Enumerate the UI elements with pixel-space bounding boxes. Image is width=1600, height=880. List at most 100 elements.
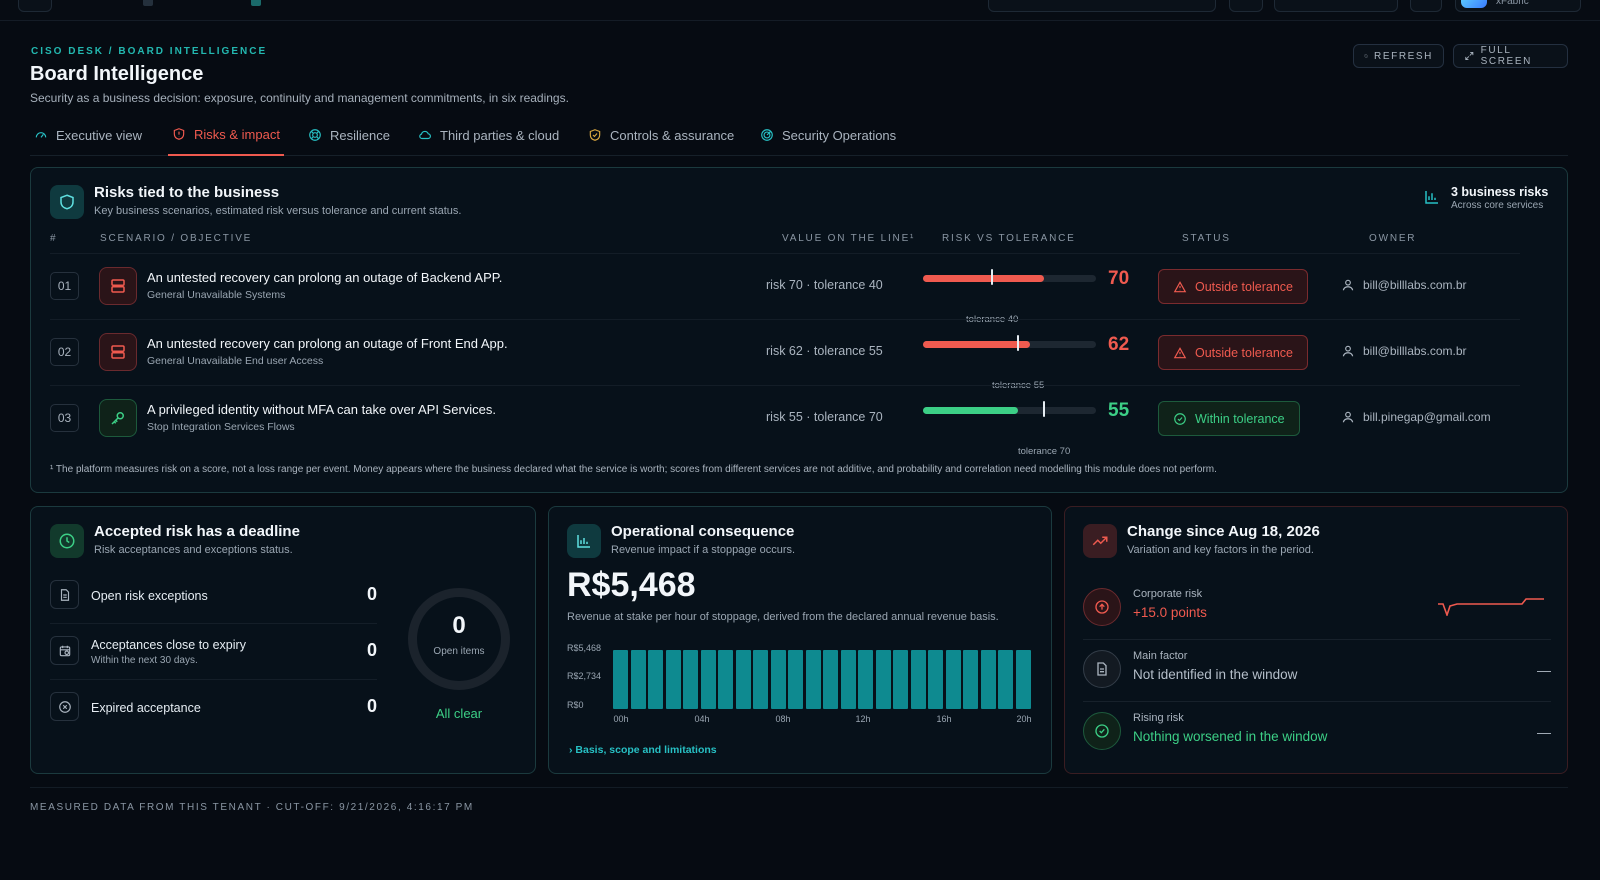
- x-tick-label: 04h: [694, 714, 710, 724]
- tenant-select[interactable]: [1274, 0, 1398, 12]
- owner[interactable]: bill@billlabs.com.br: [1341, 344, 1467, 358]
- list-item[interactable]: Acceptances close to expiry Within the n…: [50, 624, 377, 680]
- operational-icon-box: [567, 524, 601, 558]
- chart-bar: [998, 650, 1013, 709]
- tab-security-operations[interactable]: Security Operations: [760, 120, 896, 156]
- status-label: Outside tolerance: [1195, 279, 1293, 294]
- status-label: Outside tolerance: [1195, 345, 1293, 360]
- x-tick-label: 08h: [775, 714, 791, 724]
- fullscreen-button[interactable]: FULL SCREEN: [1453, 44, 1568, 68]
- shield-check-icon: [589, 129, 601, 141]
- tab-controls-assurance[interactable]: Controls & assurance: [588, 120, 734, 156]
- y-tick-label: R$2,734: [567, 671, 602, 681]
- risks-count-sub: Across core services: [1451, 200, 1544, 211]
- lifebuoy-icon: [309, 129, 321, 141]
- risks-subtitle: Key business scenarios, estimated risk v…: [94, 205, 462, 217]
- risk-score: 70: [1108, 268, 1130, 289]
- risk-fill: [923, 275, 1045, 282]
- scenario-title: An untested recovery can prolong an outa…: [147, 336, 508, 351]
- risk-tolerance-bar: tolerance 40: [923, 269, 1096, 325]
- column-header: #: [50, 233, 58, 244]
- acc-label: Expired acceptance: [91, 701, 201, 715]
- list-item: Main factor Not identified in the window…: [1083, 640, 1551, 702]
- status-label: Within tolerance: [1195, 411, 1285, 426]
- shield-icon: [60, 194, 74, 210]
- chart-bar: [735, 650, 751, 709]
- change-label: Main factor: [1133, 650, 1188, 662]
- tab-resilience[interactable]: Resilience: [308, 120, 390, 156]
- column-header: VALUE ON THE LINE¹: [782, 233, 916, 244]
- chart-bar: [945, 650, 961, 709]
- column-header: RISK VS TOLERANCE: [942, 233, 1076, 244]
- owner[interactable]: bill.pinegap@gmail.com: [1341, 410, 1491, 424]
- tolerance-marker: [1043, 401, 1046, 417]
- tab-label: Controls & assurance: [610, 127, 735, 143]
- acc-label: Acceptances close to expiry: [91, 638, 246, 652]
- tab-label: Third parties & cloud: [440, 127, 560, 143]
- tolerance-marker: [991, 269, 994, 285]
- chart-bar: [718, 650, 733, 709]
- chart-bar: [893, 650, 908, 709]
- owner-email: bill@billlabs.com.br: [1363, 278, 1467, 292]
- x-tick-label: 16h: [936, 714, 952, 724]
- history-button[interactable]: [1229, 0, 1263, 12]
- page-subtitle: Security as a business decision: exposur…: [30, 91, 569, 105]
- server-icon: [99, 267, 137, 305]
- table-row[interactable]: 02 An untested recovery can prolong an ou…: [50, 319, 1520, 391]
- owner-email: bill.pinegap@gmail.com: [1363, 410, 1491, 424]
- list-item[interactable]: Open risk exceptions 0: [50, 568, 377, 624]
- chart-bar: [753, 650, 768, 709]
- status-badge: Outside tolerance: [1158, 335, 1308, 370]
- scenario-title: A privileged identity without MFA can ta…: [147, 402, 497, 417]
- refresh-label: REFRESH: [1374, 50, 1433, 62]
- tab-risks-impact[interactable]: Risks & impact: [168, 120, 284, 156]
- gauge-icon: [35, 132, 47, 138]
- shield-alert-icon: [173, 128, 185, 140]
- tab-label: Resilience: [330, 127, 390, 143]
- list-item: Corporate risk +15.0 points: [1083, 578, 1551, 640]
- acc-label: Open risk exceptions: [91, 589, 208, 603]
- menu-button[interactable]: [18, 0, 52, 12]
- change-value: +15.0 points: [1133, 605, 1207, 620]
- refresh-button[interactable]: REFRESH: [1353, 44, 1444, 68]
- acc-value: 0: [366, 640, 377, 660]
- chart-bar: [788, 650, 803, 709]
- tab-third-parties-cloud[interactable]: Third parties & cloud: [418, 120, 559, 156]
- change-title: Change since Aug 18, 2026: [1127, 523, 1320, 540]
- nav-tab-icon[interactable]: [251, 0, 261, 6]
- avatar[interactable]: [1461, 0, 1487, 8]
- check-circle-icon: [1174, 412, 1186, 425]
- table-row[interactable]: 01 An untested recovery can prolong an ou…: [50, 253, 1520, 325]
- cloud-icon: [419, 130, 431, 140]
- alert-triangle-icon: [1173, 280, 1187, 292]
- radar-icon: [761, 129, 773, 141]
- clock-icon: [59, 533, 75, 549]
- key-icon: [99, 399, 137, 437]
- check-circle-icon: [1083, 712, 1121, 750]
- ring-label: Open items: [433, 646, 485, 657]
- risks-card-icon-box: [50, 185, 84, 219]
- user-icon: [1342, 411, 1354, 423]
- table-row[interactable]: 03 A privileged identity without MFA can …: [50, 385, 1520, 457]
- nav-tab-icon[interactable]: [143, 0, 153, 6]
- acc-sub: Within the next 30 days.: [91, 655, 198, 666]
- row-number: 01: [50, 272, 79, 300]
- chart-bar: [928, 650, 943, 709]
- notifications-button[interactable]: [1410, 0, 1442, 12]
- tab-bar: Executive view Risks & impact Resilience…: [30, 120, 1568, 156]
- workspace-name: xFabric: [1496, 0, 1529, 7]
- chart-bar: [648, 650, 663, 709]
- x-tick-label: 00h: [613, 714, 629, 724]
- owner[interactable]: bill@billlabs.com.br: [1341, 278, 1467, 292]
- risk-tolerance-bar: tolerance 55: [923, 335, 1096, 391]
- column-header: STATUS: [1182, 233, 1231, 244]
- breadcrumb: CISO DESK / BOARD INTELLIGENCE: [31, 46, 268, 57]
- change-label: Corporate risk: [1133, 588, 1203, 600]
- file-icon: [1083, 650, 1121, 688]
- tab-executive-view[interactable]: Executive view: [34, 120, 142, 156]
- list-item[interactable]: Expired acceptance 0: [50, 680, 377, 736]
- search-input[interactable]: [988, 0, 1216, 12]
- risks-count: 3 business risks: [1451, 185, 1549, 199]
- scenario-title: An untested recovery can prolong an outa…: [147, 270, 503, 285]
- basis-link[interactable]: › Basis, scope and limitations: [569, 744, 717, 756]
